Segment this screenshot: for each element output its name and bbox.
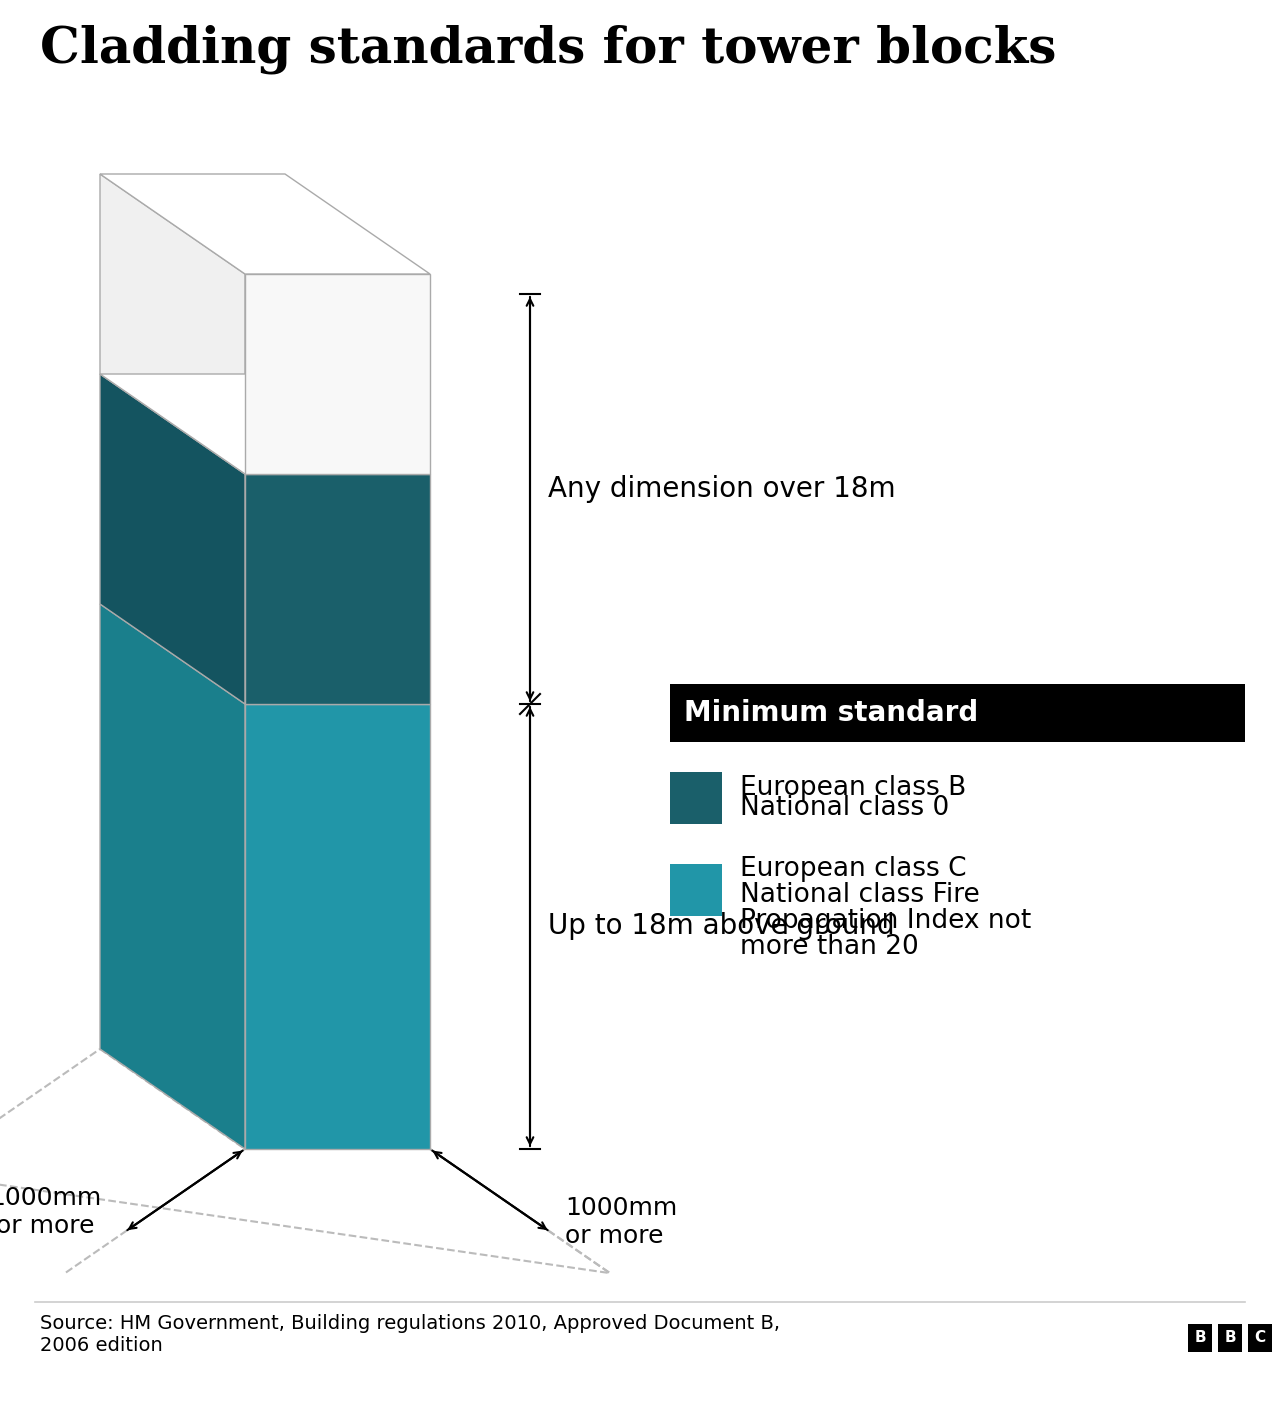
Text: National class Fire: National class Fire xyxy=(740,882,979,908)
Polygon shape xyxy=(100,373,430,474)
FancyBboxPatch shape xyxy=(1188,1324,1212,1352)
Text: 1000mm
or more: 1000mm or more xyxy=(564,1196,677,1247)
Text: National class 0: National class 0 xyxy=(740,796,950,822)
Polygon shape xyxy=(244,474,430,704)
Text: Up to 18m above ground: Up to 18m above ground xyxy=(548,912,895,940)
Text: Cladding standards for tower blocks: Cladding standards for tower blocks xyxy=(40,24,1056,74)
FancyBboxPatch shape xyxy=(1248,1324,1272,1352)
Text: Any dimension over 18m: Any dimension over 18m xyxy=(548,475,896,503)
Polygon shape xyxy=(244,704,430,1150)
Text: B: B xyxy=(1224,1331,1235,1346)
Polygon shape xyxy=(100,174,430,274)
Text: European class C: European class C xyxy=(740,857,966,882)
Polygon shape xyxy=(100,373,244,704)
Polygon shape xyxy=(244,274,430,474)
FancyBboxPatch shape xyxy=(1219,1324,1242,1352)
Text: Minimum standard: Minimum standard xyxy=(684,699,978,727)
FancyBboxPatch shape xyxy=(669,772,722,824)
Text: more than 20: more than 20 xyxy=(740,935,919,960)
Polygon shape xyxy=(100,604,244,1150)
Text: Propagation Index not: Propagation Index not xyxy=(740,908,1032,935)
Text: C: C xyxy=(1254,1331,1266,1346)
Text: 1000mm
or more: 1000mm or more xyxy=(0,1186,101,1237)
Text: B: B xyxy=(1194,1331,1206,1346)
Polygon shape xyxy=(100,174,244,474)
Text: European class B: European class B xyxy=(740,775,966,800)
Text: Source: HM Government, Building regulations 2010, Approved Document B,
2006 edit: Source: HM Government, Building regulati… xyxy=(40,1314,780,1355)
FancyBboxPatch shape xyxy=(669,684,1245,742)
FancyBboxPatch shape xyxy=(669,864,722,916)
